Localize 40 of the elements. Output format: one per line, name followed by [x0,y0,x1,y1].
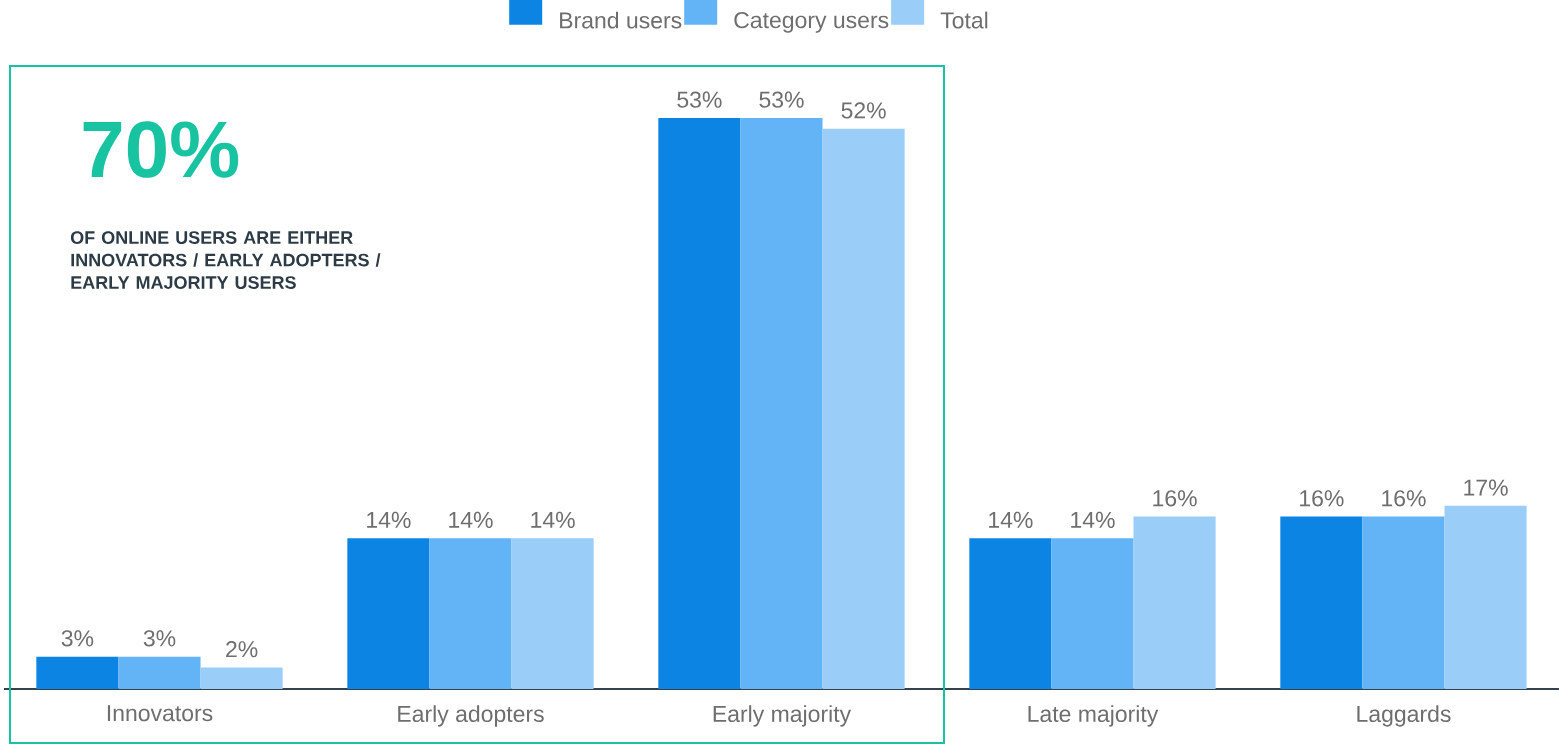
data-label: 14% [449,511,493,528]
bar [1133,516,1216,689]
bar [511,538,594,689]
bar [36,656,119,689]
bar [429,538,512,689]
annotation: OF ONLINE USERS ARE EITHER INNOVATORS / EARLY ADOPTERS / EARLY MAJORITY USERS [70,231,381,289]
data-label: 2% [226,641,258,658]
bar [200,667,283,689]
legend-label: Brand users [560,11,682,29]
data-label: 14% [989,511,1033,528]
x-tick-label: Late majority [1028,705,1159,727]
x-tick-label: Early adopters [398,705,544,727]
x-tick-label: Early majority [713,705,852,727]
bar [822,128,905,689]
data-label: 14% [1071,511,1115,528]
annotation: 70% [83,121,239,178]
bar [347,538,430,689]
data-label: 16% [1382,490,1426,507]
data-label: 3% [143,630,176,647]
bar [658,118,741,689]
data-label: 3% [61,630,94,647]
data-label: 53% [677,91,722,108]
x-tick-label: Innovators [107,705,213,722]
data-label: 14% [367,511,411,528]
bar [969,538,1052,689]
bar [1362,516,1445,689]
bar [1051,538,1134,689]
bar [740,118,823,689]
data-label: 52% [841,102,886,119]
x-tick-label: Laggards [1357,705,1451,727]
data-label: 53% [759,91,804,108]
bar [1444,505,1527,689]
bar [118,656,201,689]
legend-label: Category users [734,11,889,33]
data-label: 16% [1300,490,1344,507]
data-label: 14% [531,511,575,528]
data-label: 16% [1153,490,1197,507]
data-label: 17% [1464,479,1508,496]
legend-label: Total [940,11,988,29]
bar [1280,516,1363,689]
